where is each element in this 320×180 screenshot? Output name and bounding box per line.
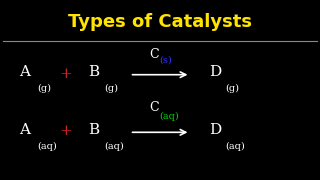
Text: Types of Catalysts: Types of Catalysts (68, 13, 252, 31)
Text: A: A (19, 65, 30, 79)
Text: A: A (19, 123, 30, 137)
Text: D: D (210, 65, 222, 79)
Text: (g): (g) (104, 84, 118, 93)
Text: +: + (59, 124, 72, 138)
Text: (s): (s) (159, 56, 172, 65)
Text: (aq): (aq) (226, 142, 245, 151)
Text: D: D (210, 123, 222, 137)
Text: (g): (g) (37, 84, 51, 93)
Text: +: + (59, 67, 72, 81)
Text: C: C (149, 101, 158, 114)
Text: B: B (88, 65, 99, 79)
Text: B: B (88, 123, 99, 137)
Text: (aq): (aq) (104, 142, 124, 151)
Text: C: C (149, 48, 158, 61)
Text: (aq): (aq) (159, 112, 179, 121)
Text: (aq): (aq) (37, 142, 57, 151)
Text: (g): (g) (226, 84, 240, 93)
